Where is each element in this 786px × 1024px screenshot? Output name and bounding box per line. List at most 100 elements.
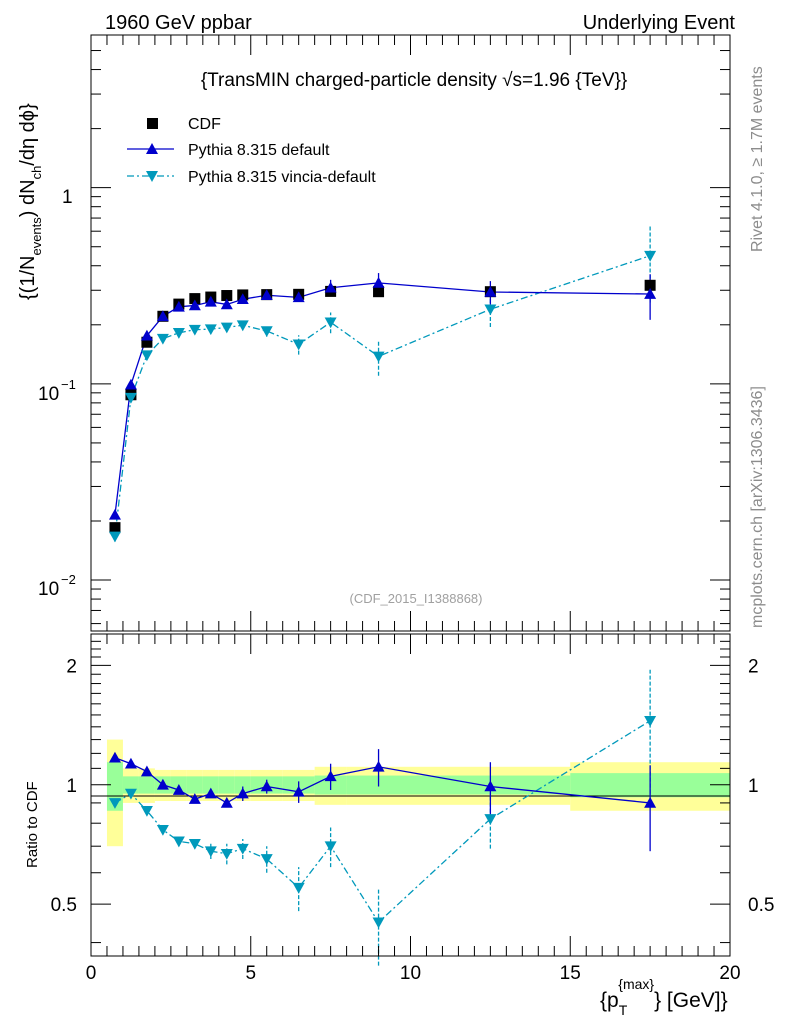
series-line-default: [114, 282, 651, 515]
legend-entry-default: Pythia 8.315 default: [127, 142, 330, 159]
cdf-band-inner: [218, 776, 235, 794]
cdf-band-inner: [202, 776, 219, 794]
legend-label-vincia: Pythia 8.315 vincia-default: [188, 169, 376, 186]
chart-title: {TransMIN charged-particle density √s=1.…: [201, 70, 627, 91]
legend-entry-vincia: Pythia 8.315 vincia-default: [127, 169, 376, 186]
default-point: [644, 288, 657, 299]
ratio-default-point: [484, 780, 497, 792]
ratio-vincia-point: [172, 836, 185, 848]
ratio-vincia-point: [236, 843, 249, 855]
cdf-point: [141, 336, 153, 348]
ratio-default-point: [292, 785, 305, 797]
vincia-point: [372, 351, 385, 363]
legend-marker-default: [146, 143, 158, 154]
ratio-vincia-point: [156, 824, 169, 836]
ratio-bands: [106, 739, 730, 847]
ratio-panel: 0.5 0.5 1 1 2 2 Ratio to CDF 0 5 10 15 20 {pT{max…: [24, 633, 774, 1018]
svg-text:1: 1: [62, 187, 73, 208]
ratio-line-vincia: [114, 720, 651, 924]
ratio-vincia-point: [220, 848, 233, 860]
source-label: mcplots.cern.ch [arXiv:1306.3436]: [749, 386, 766, 628]
vincia-point: [220, 322, 233, 334]
default-point: [204, 295, 217, 307]
cdf-point: [373, 286, 385, 298]
ratio-y-tick-label-right: 0.5: [748, 895, 774, 916]
vincia-point: [188, 324, 201, 336]
legend-label-default: Pythia 8.315 default: [188, 142, 330, 159]
ratio-vincia-point: [108, 798, 121, 809]
legend-entry-cdf: CDF: [147, 116, 221, 133]
ratio-default-point: [236, 787, 249, 799]
vincia-point: [324, 317, 337, 329]
ratio-vincia-point: [260, 854, 273, 865]
y-tick-label-0.1: 10 −1: [38, 377, 76, 405]
x-tick-label: 20: [719, 963, 740, 984]
default-point: [156, 310, 169, 322]
default-point: [260, 289, 273, 301]
ratio-default-point: [204, 787, 217, 799]
ratio-default-point: [156, 778, 169, 790]
ratio-vincia-point: [644, 715, 657, 727]
main-ticks: [90, 34, 731, 631]
vincia-point: [140, 350, 153, 362]
default-point: [124, 378, 137, 390]
vincia-point: [292, 339, 305, 351]
default-point: [484, 285, 497, 297]
ratio-y-tick-label: 2: [66, 656, 77, 677]
y-tick-label-0.01: 10 −2: [38, 572, 76, 600]
analysis-id: (CDF_2015_I1388868): [350, 591, 483, 606]
legend-label-cdf: CDF: [188, 116, 221, 133]
energy-label: 1960 GeV ppbar: [105, 12, 252, 34]
ratio-y-axis-label: Ratio to CDF: [24, 781, 41, 868]
rivet-label: Rivet 4.1.0, ≥ 1.7M events: [749, 66, 766, 252]
default-point: [292, 291, 305, 303]
ratio-vincia-point: [188, 838, 201, 850]
ratio-vincia-point: [484, 814, 497, 825]
ratio-default-point: [644, 796, 657, 808]
ratio-default-point: [260, 780, 273, 792]
x-tick-label: 5: [245, 963, 256, 984]
ratio-vincia-point: [372, 917, 385, 929]
legend-marker-vincia: [146, 171, 158, 182]
ratio-default-point: [324, 770, 337, 782]
cdf-point: [109, 522, 121, 534]
cdf-band-inner: [138, 776, 155, 794]
vincia-point: [236, 320, 249, 332]
svg-text:{pT{max}} [GeV]}: {pT{max}} [GeV]}: [600, 976, 728, 1018]
ratio-vincia-point: [124, 788, 137, 800]
cdf-band-inner: [234, 776, 251, 794]
vincia-point: [644, 250, 657, 262]
ratio-y-tick-label-right: 2: [748, 656, 759, 677]
main-data: [108, 225, 657, 543]
x-tick-label: 15: [560, 963, 581, 984]
default-point: [172, 300, 185, 312]
svg-text:−1: −1: [61, 377, 76, 392]
cdf-point: [644, 279, 656, 291]
ratio-default-point: [220, 796, 233, 808]
svg-text:10: 10: [38, 579, 59, 600]
ratio-vincia-point: [140, 805, 153, 817]
svg-text:{(1/Nevents) dNch/dη dϕ}: {(1/Nevents) dNch/dη dϕ}: [17, 103, 44, 300]
ratio-vincia-point: [204, 846, 217, 858]
cdf-point: [189, 293, 201, 305]
ratio-default-point: [124, 757, 137, 769]
default-point: [324, 281, 337, 293]
ratio-y-tick-label: 0.5: [51, 895, 77, 916]
ratio-y-tick-label-right: 1: [748, 776, 759, 797]
vincia-point: [156, 333, 169, 345]
process-label: Underlying Event: [583, 12, 736, 34]
vincia-point: [204, 324, 217, 336]
vincia-point: [484, 304, 497, 316]
x-axis-label: {pT{max}} [GeV]}: [600, 976, 728, 1018]
ratio-default-point: [188, 793, 201, 804]
main-panel: {TransMIN charged-particle density √s=1.…: [17, 34, 731, 632]
default-point: [140, 329, 153, 341]
vincia-point: [260, 326, 273, 337]
ratio-default-point: [108, 751, 121, 763]
default-point: [220, 298, 233, 310]
ratio-y-tick-label: 1: [66, 776, 77, 797]
ratio-data: [108, 669, 657, 966]
x-tick-label: 10: [400, 963, 421, 984]
vincia-point: [172, 328, 185, 339]
